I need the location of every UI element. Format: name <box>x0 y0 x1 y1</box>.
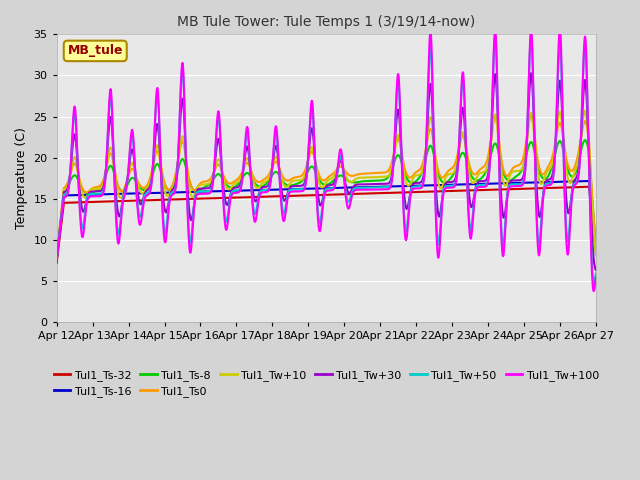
Y-axis label: Temperature (C): Temperature (C) <box>15 127 28 229</box>
Title: MB Tule Tower: Tule Temps 1 (3/19/14-now): MB Tule Tower: Tule Temps 1 (3/19/14-now… <box>177 15 476 29</box>
Legend: Tul1_Ts-32, Tul1_Ts-16, Tul1_Ts-8, Tul1_Ts0, Tul1_Tw+10, Tul1_Tw+30, Tul1_Tw+50,: Tul1_Ts-32, Tul1_Ts-16, Tul1_Ts-8, Tul1_… <box>49 365 604 402</box>
Text: MB_tule: MB_tule <box>67 45 123 58</box>
